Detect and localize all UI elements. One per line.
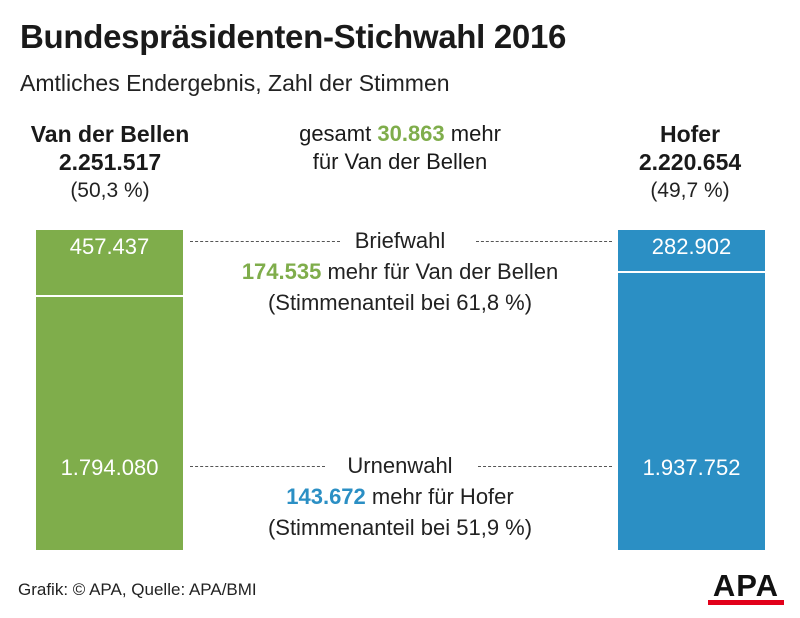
briefwahl-leader-right [476,241,612,242]
urnenwahl-annotation: Urnenwahl 143.672 mehr für Hofer (Stimme… [190,450,610,543]
candidate-hofer: Hofer 2.220.654 (49,7 %) [590,120,790,206]
briefwahl-amount: 174.535 [241,259,322,284]
candidate-votes: 2.251.517 [58,149,162,175]
urnenwahl-heading: Urnenwahl [335,450,465,481]
candidate-percent: (50,3 %) [70,179,150,202]
chart-subtitle: Amtliches Endergebnis, Zahl der Stimmen [20,70,450,96]
total-line2: für Van der Bellen [312,149,488,174]
bar-briefwahl-hofer [618,230,765,271]
chart-title: Bundespräsidenten-Stichwahl 2016 [20,18,567,55]
candidate-van-der-bellen: Van der Bellen 2.251.517 (50,3 %) [10,120,210,206]
candidate-name: Hofer [659,121,721,147]
urnenwahl-leader-right [478,466,612,467]
total-amount: 30.863 [377,121,445,146]
urnenwahl-amount: 143.672 [286,484,366,509]
briefwahl-text: mehr für Van der Bellen [327,259,559,284]
bar-briefwahl-van-der-bellen [36,230,183,295]
total-difference: gesamt 30.863 mehr für Van der Bellen [240,120,560,176]
bar-value-label: 282.902 [651,234,732,259]
candidate-name: Van der Bellen [30,121,190,147]
briefwahl-share: (Stimmenanteil bei 61,8 %) [267,290,533,315]
apa-logo-text: APA [712,568,780,603]
urnenwahl-leader-left [190,466,325,467]
bar-urnenwahl-van-der-bellen [36,295,183,550]
bar-value-label: 1.794.080 [60,455,159,480]
briefwahl-heading: Briefwahl [342,225,458,256]
bar-urnenwahl-hofer [618,270,765,550]
urnenwahl-share: (Stimmenanteil bei 51,9 %) [267,515,533,540]
candidate-percent: (49,7 %) [650,179,730,202]
bar-value-label: 457.437 [69,234,150,259]
bar-value-label: 1.937.752 [642,455,741,480]
source-credit: Grafik: © APA, Quelle: APA/BMI [18,580,257,599]
total-prefix: gesamt [299,121,372,146]
total-suffix: mehr [450,121,501,146]
briefwahl-annotation: Briefwahl 174.535 mehr für Van der Belle… [190,225,610,318]
candidate-votes: 2.220.654 [638,149,742,175]
urnenwahl-text: mehr für Hofer [371,484,514,509]
apa-logo: APA [706,568,786,606]
briefwahl-leader-left [190,241,340,242]
apa-logo-bar [708,600,784,605]
